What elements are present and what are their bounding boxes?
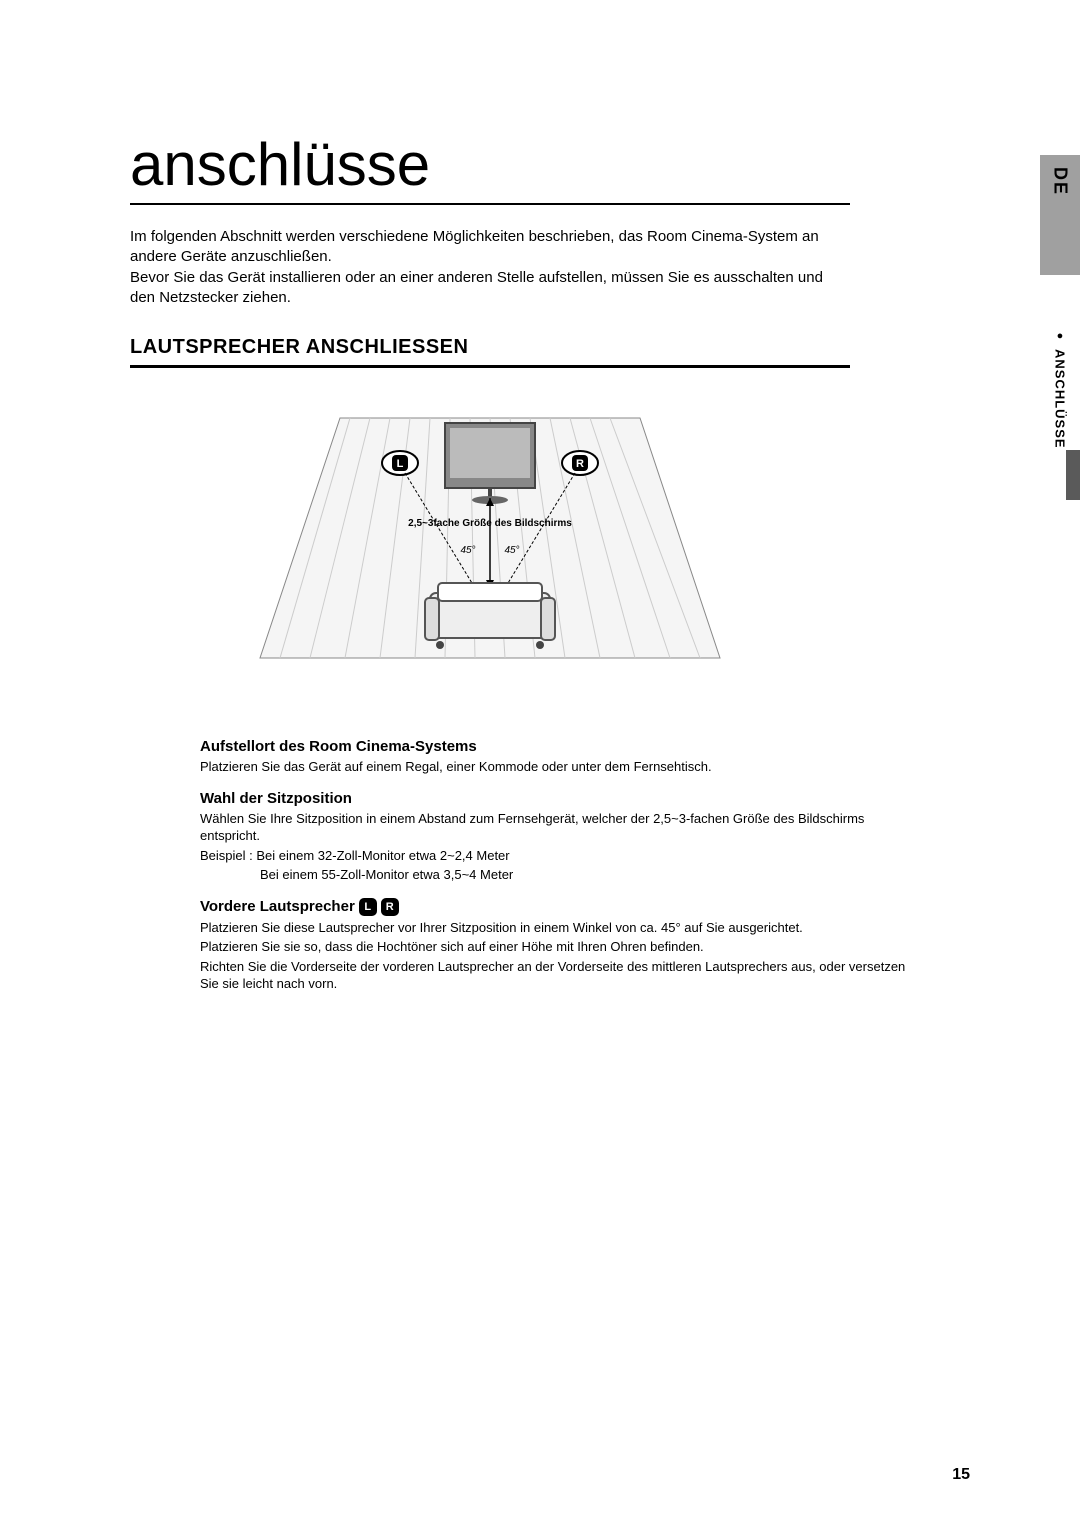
intro-paragraph-1: Im folgenden Abschnitt werden verschiede… [130, 227, 850, 268]
subheading-front-speakers: Vordere Lautsprecher L R [200, 898, 920, 916]
intro-text: Im folgenden Abschnitt werden verschiede… [130, 227, 850, 308]
section-heading: LAUTSPRECHER ANSCHLIESSEN [130, 336, 850, 368]
front-speakers-text-1: Platzieren Sie diese Lautsprecher vor Ih… [200, 919, 920, 937]
l-badge-icon: L [359, 898, 377, 916]
front-speakers-label: Vordere Lautsprecher [200, 898, 355, 915]
seating-example-2: Bei einem 55-Zoll-Monitor etwa 3,5~4 Met… [260, 866, 920, 884]
placement-text: Platzieren Sie das Gerät auf einem Regal… [200, 758, 920, 776]
front-speakers-text-2: Platzieren Sie sie so, dass die Hochtöne… [200, 938, 920, 956]
seating-example-1: Beispiel : Bei einem 32-Zoll-Monitor etw… [200, 847, 920, 865]
front-speakers-text-3: Richten Sie die Vorderseite der vorderen… [200, 958, 920, 993]
page-title: anschlüsse [130, 130, 850, 205]
speaker-diagram-container: L R 2,5~3fache Größe des Bildschirms 45°… [130, 398, 850, 698]
subheading-placement: Aufstellort des Room Cinema-Systems [200, 738, 920, 755]
speaker-placement-diagram: L R 2,5~3fache Größe des Bildschirms 45°… [250, 398, 730, 698]
r-badge-icon: R [381, 898, 399, 916]
subheading-seating: Wahl der Sitzposition [200, 790, 920, 807]
content-block: Aufstellort des Room Cinema-Systems Plat… [200, 738, 920, 993]
diagram-angle-left: 45° [460, 545, 475, 556]
intro-paragraph-2: Bevor Sie das Gerät installieren oder an… [130, 268, 850, 309]
diagram-l-label: L [397, 458, 404, 470]
seating-text-1: Wählen Sie Ihre Sitzposition in einem Ab… [200, 810, 920, 845]
diagram-distance-label: 2,5~3fache Größe des Bildschirms [408, 518, 572, 529]
diagram-angle-right: 45° [504, 545, 519, 556]
diagram-r-label: R [576, 458, 584, 470]
page-number: 15 [952, 1466, 970, 1484]
